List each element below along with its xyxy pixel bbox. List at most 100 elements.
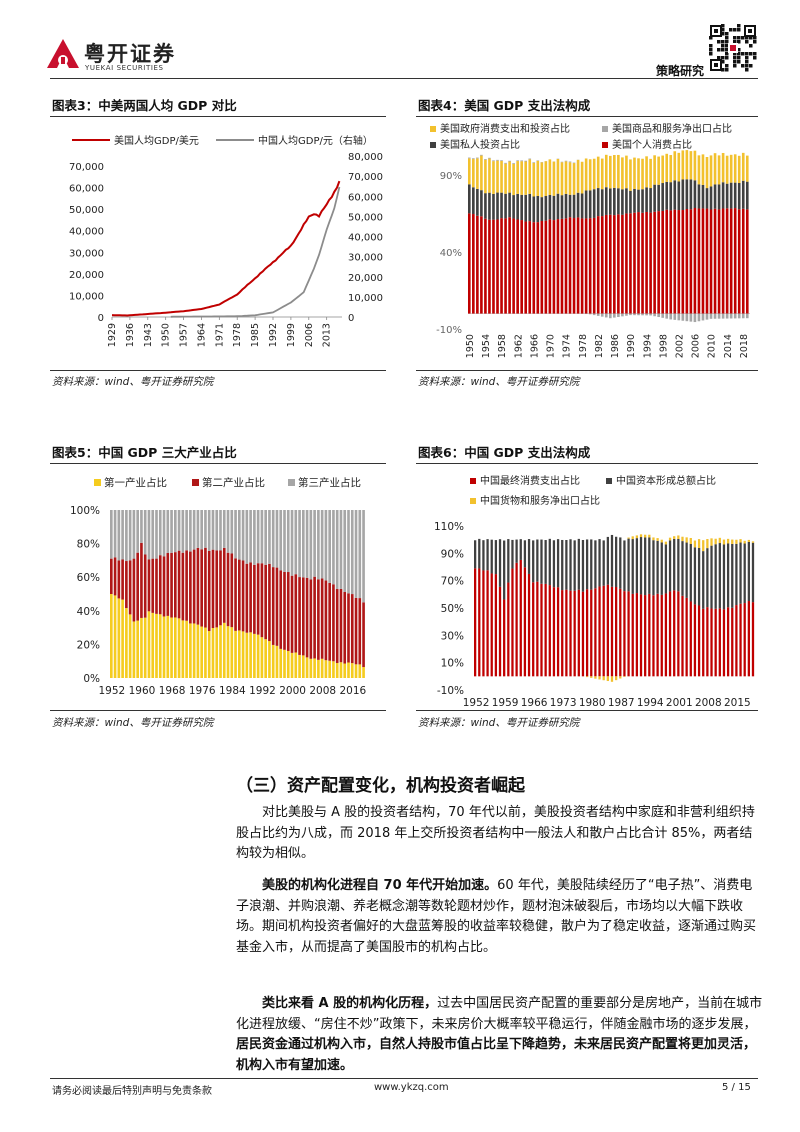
footer-url[interactable]: www.ykzq.com <box>374 1082 449 1093</box>
consumption-bar <box>709 209 713 314</box>
netexports-bar <box>652 537 655 541</box>
consumption-bar <box>645 211 648 314</box>
government-bar <box>729 154 733 183</box>
x-tick-label: 2015 <box>724 697 751 709</box>
y-tick-label: 30,000 <box>69 248 104 259</box>
primary-bar <box>317 659 320 678</box>
consumption-bar <box>581 591 585 677</box>
investment-bar <box>544 540 547 584</box>
government-bar <box>596 156 600 189</box>
investment-bar <box>714 544 717 609</box>
consumption-bar <box>600 216 604 314</box>
consumption-bar <box>602 585 605 677</box>
investment-bar <box>580 193 584 219</box>
x-tick-label: 1999 <box>286 323 297 347</box>
tertiary-bar <box>117 510 121 561</box>
netexports-bar <box>689 537 692 544</box>
chart5-source: 资料来源：wind、粤开证券研究院 <box>52 717 214 729</box>
x-tick-label: 1971 <box>214 323 225 347</box>
secondary-bar <box>207 550 211 632</box>
tertiary-bar <box>350 510 354 595</box>
secondary-bar <box>343 592 347 664</box>
government-bar <box>701 154 705 185</box>
investment-bar <box>482 540 485 571</box>
tertiary-bar <box>286 510 290 573</box>
x-tick-label: 2014 <box>723 334 734 358</box>
investment-bar <box>737 182 741 210</box>
netexports-bar <box>677 313 681 321</box>
secondary-bar <box>260 563 264 638</box>
secondary-bar <box>166 553 170 616</box>
primary-bar <box>128 614 132 678</box>
y2-tick-label: 0 <box>348 313 354 324</box>
x-tick-label: 2002 <box>675 334 686 358</box>
secondary-bar <box>324 580 328 661</box>
netexports-bar <box>726 538 730 544</box>
legend-label: 中国货物和服务净出口占比 <box>480 494 600 507</box>
government-bar <box>621 157 624 190</box>
investment-bar <box>637 189 640 213</box>
netexports-bar <box>520 160 523 162</box>
consumption-bar <box>714 608 717 677</box>
consumption-bar <box>576 217 580 314</box>
legend-china-label: 中国人均GDP/元（右轴） <box>258 134 373 147</box>
consumption-bar <box>536 581 539 677</box>
primary-bar <box>170 617 173 678</box>
secondary-bar <box>125 561 128 609</box>
investment-bar <box>641 189 644 213</box>
investment-bar <box>652 540 655 596</box>
investment-bar <box>656 540 659 594</box>
netexports-bar <box>528 158 532 160</box>
primary-bar <box>343 663 347 678</box>
tertiary-bar <box>162 510 166 557</box>
netexports-bar <box>532 162 536 163</box>
investment-bar <box>592 189 596 218</box>
consumption-bar <box>673 209 677 314</box>
investment-bar <box>718 543 721 609</box>
government-bar <box>717 155 721 185</box>
secondary-bar <box>174 552 177 618</box>
government-bar <box>705 157 709 189</box>
consumption-bar <box>641 212 644 314</box>
netexports-bar <box>653 313 656 317</box>
x-tick-label: 1966 <box>529 334 540 358</box>
consumption-bar <box>677 591 680 677</box>
consumption-bar <box>649 212 652 314</box>
investment-bar <box>503 540 506 600</box>
x-tick-label: 1992 <box>249 685 276 697</box>
primary-bar <box>177 618 181 678</box>
investment-bar <box>472 187 475 215</box>
investment-bar <box>681 541 684 596</box>
investment-bar <box>745 181 749 210</box>
primary-bar <box>192 623 196 678</box>
netexports-bar <box>697 313 701 322</box>
chart3-source-rule <box>50 370 386 371</box>
investment-bar <box>511 539 514 569</box>
secondary-bar <box>189 551 192 624</box>
investment-bar <box>664 544 668 594</box>
consumption-bar <box>751 602 755 677</box>
investment-bar <box>681 179 685 211</box>
netexports-bar <box>585 676 589 678</box>
consumption-bar <box>568 217 572 314</box>
consumption-bar <box>564 218 568 314</box>
investment-bar <box>596 188 600 217</box>
consumption-bar <box>739 603 742 677</box>
primary-bar <box>275 645 279 678</box>
consumption-bar <box>745 209 749 314</box>
y-tick-label: 60,000 <box>69 184 104 195</box>
netexports-bar <box>508 160 511 162</box>
government-bar <box>556 159 560 194</box>
investment-bar <box>519 539 522 560</box>
tertiary-bar <box>320 510 324 579</box>
primary-bar <box>279 648 283 678</box>
footer-rule <box>50 1078 758 1079</box>
consumption-bar <box>556 587 560 677</box>
x-tick-label: 1976 <box>189 685 216 697</box>
tertiary-bar <box>219 510 222 551</box>
consumption-bar <box>623 591 626 677</box>
netexports-bar <box>709 313 713 319</box>
government-bar <box>568 162 572 195</box>
investment-bar <box>528 193 532 222</box>
primary-bar <box>125 608 128 678</box>
